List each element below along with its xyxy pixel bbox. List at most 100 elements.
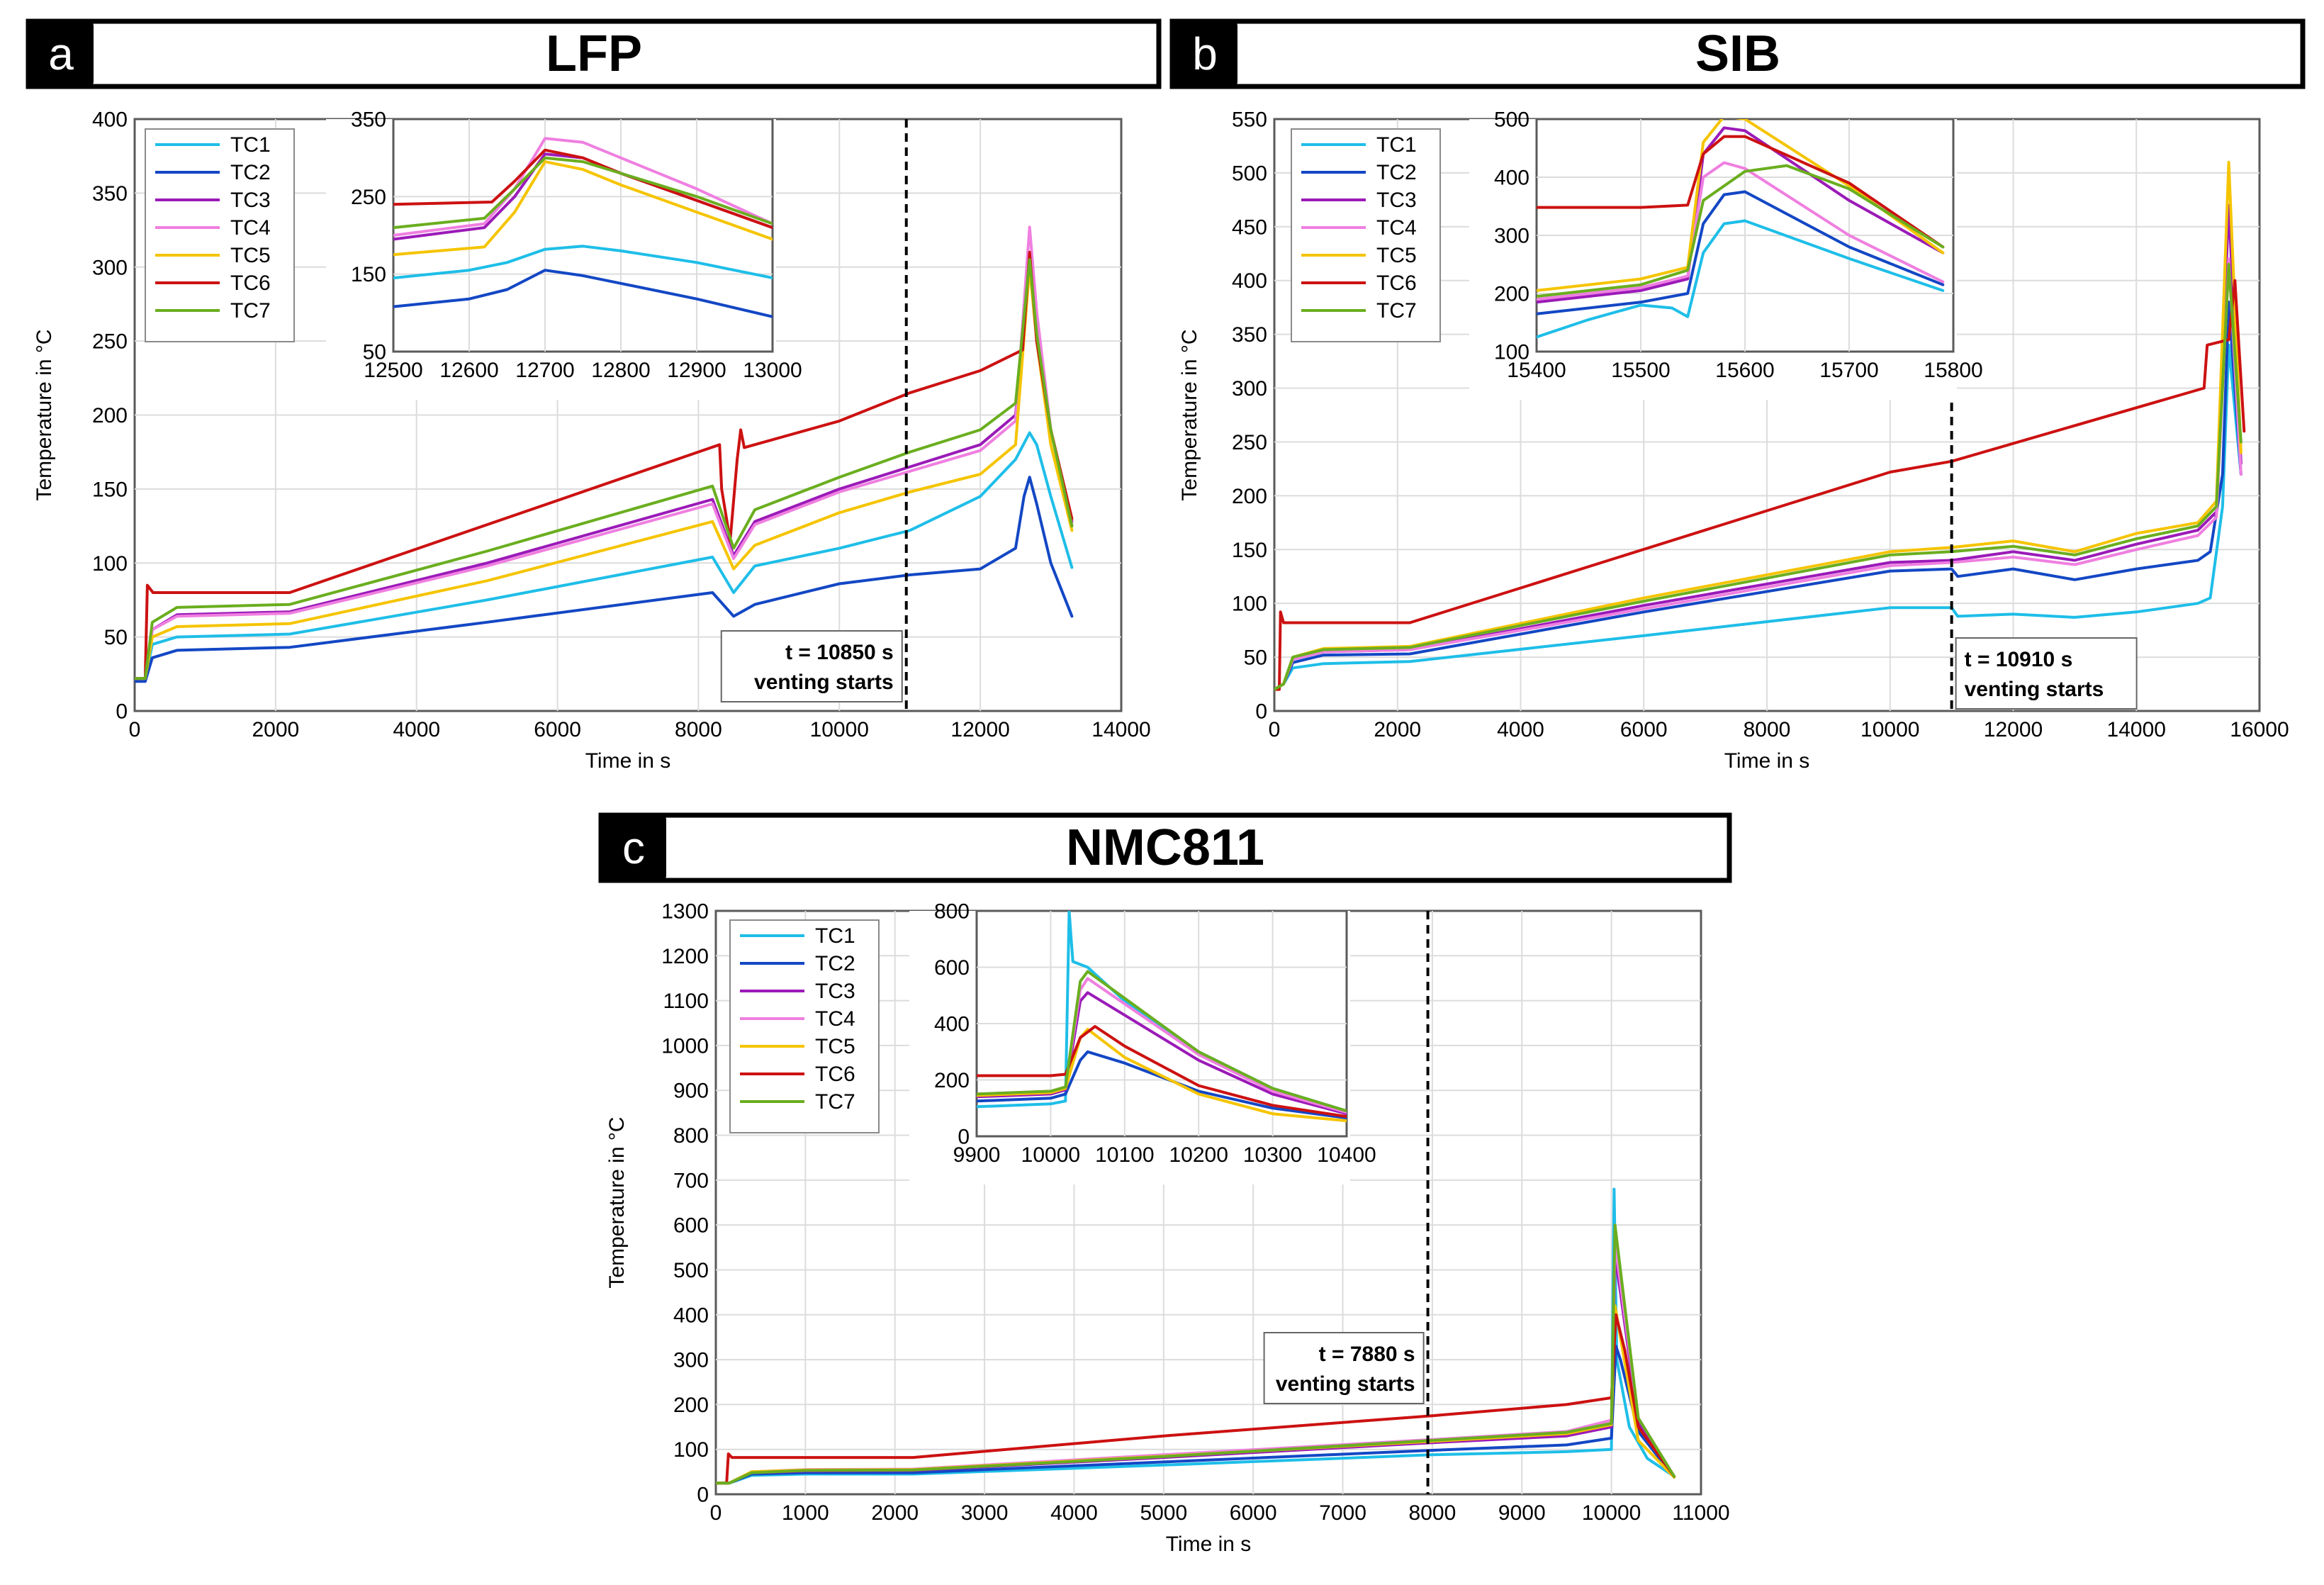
panel-b-y-tick-label: 200: [1232, 485, 1267, 508]
panel-c-y-tick-label: 1000: [661, 1034, 709, 1058]
panel-a-x-tick-label: 8000: [675, 718, 722, 741]
panel-a-x-tick-label: 12000: [950, 718, 1009, 741]
panel-a-legend: [145, 128, 295, 342]
panel-b-inset-y-tick-label: 300: [1494, 225, 1529, 248]
panel-a-inset-x-tick-label: 13000: [743, 359, 802, 382]
panel-b-x-tick-label: 16000: [2230, 718, 2289, 741]
panel-c-venting-time-label: t = 7880 s: [1319, 1343, 1415, 1366]
panel-c-title: NMC811: [1066, 819, 1264, 876]
panel-a-legend-label-tc3: TC3: [230, 189, 271, 212]
panel-c-x-tick-label: 11000: [1672, 1501, 1729, 1525]
panel-b-y-tick-label: 0: [1255, 700, 1267, 724]
panel-b-letter-tab: [1172, 21, 1237, 86]
panel-b-y-tick-label: 250: [1232, 431, 1267, 454]
panel-b-title: SIB: [1695, 26, 1780, 82]
panel-b-inset-series-tc7: [1537, 164, 1945, 298]
panel-c-x-tick-label: 8000: [1409, 1501, 1456, 1525]
panel-b-legend-label-tc3: TC3: [1376, 189, 1417, 212]
panel-b-x-tick-label: 14000: [2107, 718, 2166, 741]
panel-b-inset-series-tc2: [1537, 190, 1945, 315]
panel-a-inset-series-tc6: [393, 148, 773, 230]
panel-c-inset: 9900 10000 10100 10200 10300 10400 0 200 400 600 8…: [909, 900, 1376, 1184]
panel-b-y-tick-label: 100: [1232, 593, 1267, 616]
panel-b-inset-y-tick-label: 100: [1494, 341, 1529, 364]
panel-a-inset-series-tc5: [393, 160, 773, 257]
panel-b-x-tick-label: 4000: [1497, 718, 1544, 741]
panel-c-inset-y-tick-label: 400: [934, 1013, 970, 1036]
panel-a-inset-y-tick-label: 150: [351, 263, 386, 286]
panel-a-inset-series-tc2: [393, 269, 773, 318]
panel-c-x-tick-label: 4000: [1050, 1501, 1098, 1525]
panel-a-venting-time-label: t = 10850 s: [785, 641, 894, 664]
panel-c-inset-x-tick-label: 10000: [1021, 1143, 1080, 1167]
panel-a-inset-x-tick-label: 12700: [515, 359, 574, 382]
panel-c-inset-x-tick-label: 10300: [1243, 1143, 1302, 1167]
panel-a-inset-y-tick-label: 250: [351, 186, 386, 209]
panel-a-series-tc7: [135, 258, 1074, 681]
panel-a-letter-tab: [28, 21, 94, 86]
panel-c-venting-annotation-box: [1263, 1332, 1425, 1404]
panel-a-legend-label-tc1: TC1: [230, 133, 271, 157]
panel-b-y-tick-label: 350: [1232, 323, 1267, 347]
panel-c-x-axis-title: Time in s: [1166, 1533, 1252, 1556]
panel-b-y-tick-label: 450: [1232, 215, 1267, 239]
panel-b-series-tc2: [1274, 301, 2242, 691]
panel-a-chart: 0 2000 4000 6000 8000 10000 12000 14000 0 50 100 15…: [33, 108, 1151, 773]
panel-a-inset-series-tc1: [393, 245, 773, 280]
panel-b-inset-y-tick-label: 400: [1494, 167, 1529, 190]
panel-b-inset-y-tick-label: 200: [1494, 283, 1529, 306]
panel-c-header: c NMC811: [598, 812, 1732, 883]
panel-b-x-tick-label: 8000: [1744, 718, 1791, 741]
panel-c-y-tick-label: 200: [673, 1394, 709, 1417]
panel-a-inset-x-tick-label: 12900: [667, 359, 726, 382]
panel-a-y-axis-title: Temperature in °C: [33, 329, 56, 500]
panel-a-y-tick-label: 150: [92, 478, 128, 501]
panel-c-y-tick-label: 400: [673, 1304, 709, 1327]
panel-a-inset: 12500 12600 12700 12800 12900 13000 50 150 250 35…: [326, 108, 802, 400]
panel-c-inset-y-tick-label: 600: [934, 956, 970, 980]
panel-b-y-tick-label: 400: [1232, 269, 1267, 293]
panel-c-inset-y-tick-label: 0: [958, 1126, 970, 1149]
panel-a-x-tick-label: 10000: [810, 718, 869, 741]
panel-c-legend-label-tc2: TC2: [815, 952, 855, 975]
panel-c-inset-x-tick-label: 9900: [953, 1143, 1001, 1167]
panel-b-inset-y-tick-label: 500: [1494, 108, 1529, 132]
panel-b-legend-label-tc2: TC2: [1376, 161, 1417, 184]
panel-c-y-tick-label: 100: [673, 1438, 709, 1462]
panel-b-y-tick-label: 500: [1232, 162, 1267, 185]
panel-c-y-tick-label: 500: [673, 1259, 709, 1282]
panel-c-legend: [729, 919, 880, 1133]
panel-b-x-tick-label: 12000: [1984, 718, 2043, 741]
panel-c-x-tick-label: 1000: [782, 1501, 829, 1525]
panel-a-inset-series-tc7: [393, 156, 773, 230]
panel-b-y-axis-title: Temperature in °C: [1178, 329, 1201, 500]
panel-c-header-box: [598, 812, 1732, 883]
panel-a-venting-starts-label: venting starts: [754, 671, 894, 694]
panel-b-inset-x-tick-label: 15400: [1507, 359, 1566, 382]
panel-a-legend-label-tc4: TC4: [230, 216, 271, 240]
panel-b-x-tick-label: 2000: [1374, 718, 1421, 741]
panel-b-legend-label-tc1: TC1: [1376, 133, 1417, 157]
panel-b-x-tick-label: 0: [1269, 718, 1281, 741]
panel-a-inset-plot-area: [392, 118, 774, 353]
panel-c-inset-x-tick-label: 10200: [1169, 1143, 1228, 1167]
panel-b-series-tc6: [1274, 279, 2246, 691]
panel-b-inset-series-tc3: [1537, 126, 1945, 304]
panel-c-legend-label-tc7: TC7: [815, 1090, 855, 1114]
panel-b-venting-time-label: t = 10910 s: [1965, 648, 2073, 671]
panel-a-inset-series-tc4: [393, 137, 773, 237]
panel-b-x-axis-title: Time in s: [1724, 749, 1810, 773]
panel-c-x-tick-label: 3000: [961, 1501, 1009, 1525]
panel-a-letter: a: [48, 28, 74, 79]
panel-c-venting-starts-label: venting starts: [1276, 1372, 1415, 1396]
panel-c-chart: 0 1000 2000 3000 4000 5000 6000 7000 8000 9000 100…: [605, 900, 1730, 1557]
panel-c-x-tick-label: 10000: [1582, 1501, 1641, 1525]
panel-b-inset: 15400 15500 15600 15700 15800 100 200 300 400 500: [1469, 108, 1983, 400]
panel-c-inset-y-tick-label: 200: [934, 1069, 970, 1092]
panel-c-y-tick-label: 700: [673, 1169, 709, 1192]
panel-a-series-tc2: [135, 476, 1074, 683]
panel-a-y-tick-label: 300: [92, 256, 128, 279]
panel-c-x-tick-label: 2000: [871, 1501, 919, 1525]
panel-b-chart: 0 2000 4000 6000 8000 10000 12000 14000 16000 0 50…: [1178, 108, 2289, 773]
